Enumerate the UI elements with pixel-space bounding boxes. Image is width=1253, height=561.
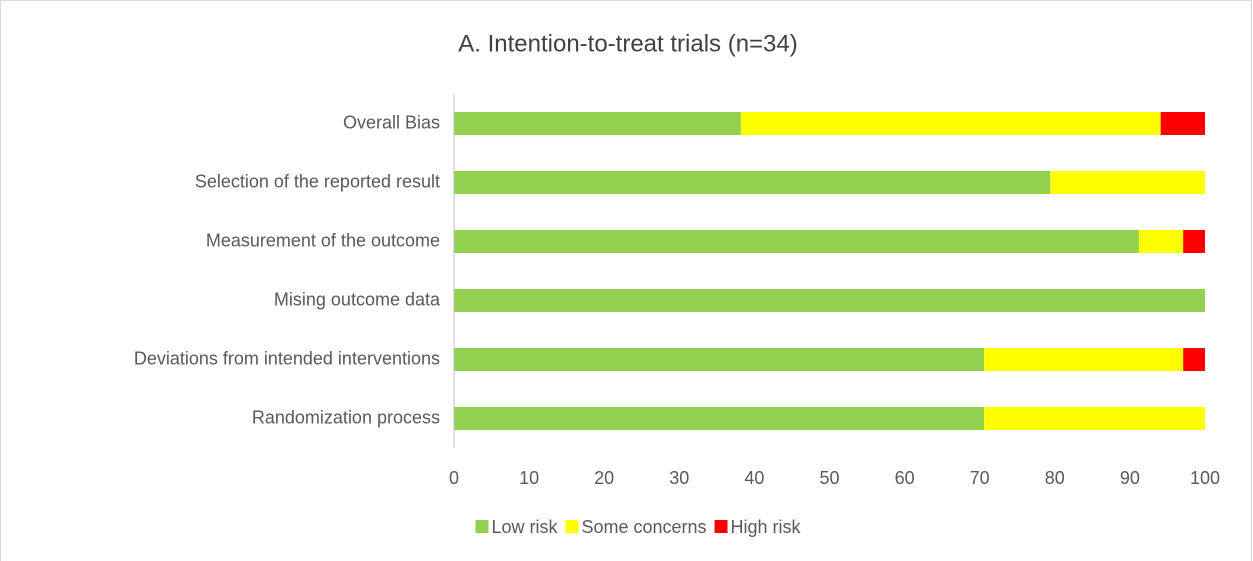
legend-label: Some concerns [581,517,706,537]
x-tick-label: 60 [895,468,915,488]
bar-segment [984,348,1184,371]
x-tick-label: 30 [669,468,689,488]
bar-segment [454,289,1205,312]
x-tick-label: 40 [744,468,764,488]
bar-segment [1160,112,1205,135]
bar-segment [454,171,1051,194]
bar-segment [454,407,985,430]
x-tick-label: 10 [519,468,539,488]
y-tick-label: Mising outcome data [274,289,441,309]
y-tick-label: Selection of the reported result [195,171,440,191]
x-tick-label: 80 [1045,468,1065,488]
y-tick-label: Measurement of the outcome [206,230,440,250]
bar-segment [1050,171,1205,194]
bar-segment [1138,230,1184,253]
bar-segment [740,112,1161,135]
y-tick-label: Randomization process [252,407,440,427]
bar-segment [454,348,985,371]
x-tick-label: 50 [819,468,839,488]
bar-segment [984,407,1205,430]
x-tick-label: 90 [1120,468,1140,488]
bar-segment [1183,230,1205,253]
x-tick-label: 100 [1190,468,1220,488]
bar-segment [454,112,741,135]
bar-segment [454,230,1139,253]
x-tick-label: 0 [449,468,459,488]
legend-swatch [475,520,489,533]
legend-label: Low risk [491,517,558,537]
bar-segment [1183,348,1205,371]
x-tick-label: 20 [594,468,614,488]
legend-swatch [714,520,728,533]
legend-swatch [565,520,579,533]
legend-label: High risk [731,517,802,537]
x-tick-label: 70 [970,468,990,488]
y-tick-label: Deviations from intended interventions [134,348,440,368]
y-tick-label: Overall Bias [343,112,440,132]
chart-title: A. Intention-to-treat trials (n=34) [458,30,798,57]
